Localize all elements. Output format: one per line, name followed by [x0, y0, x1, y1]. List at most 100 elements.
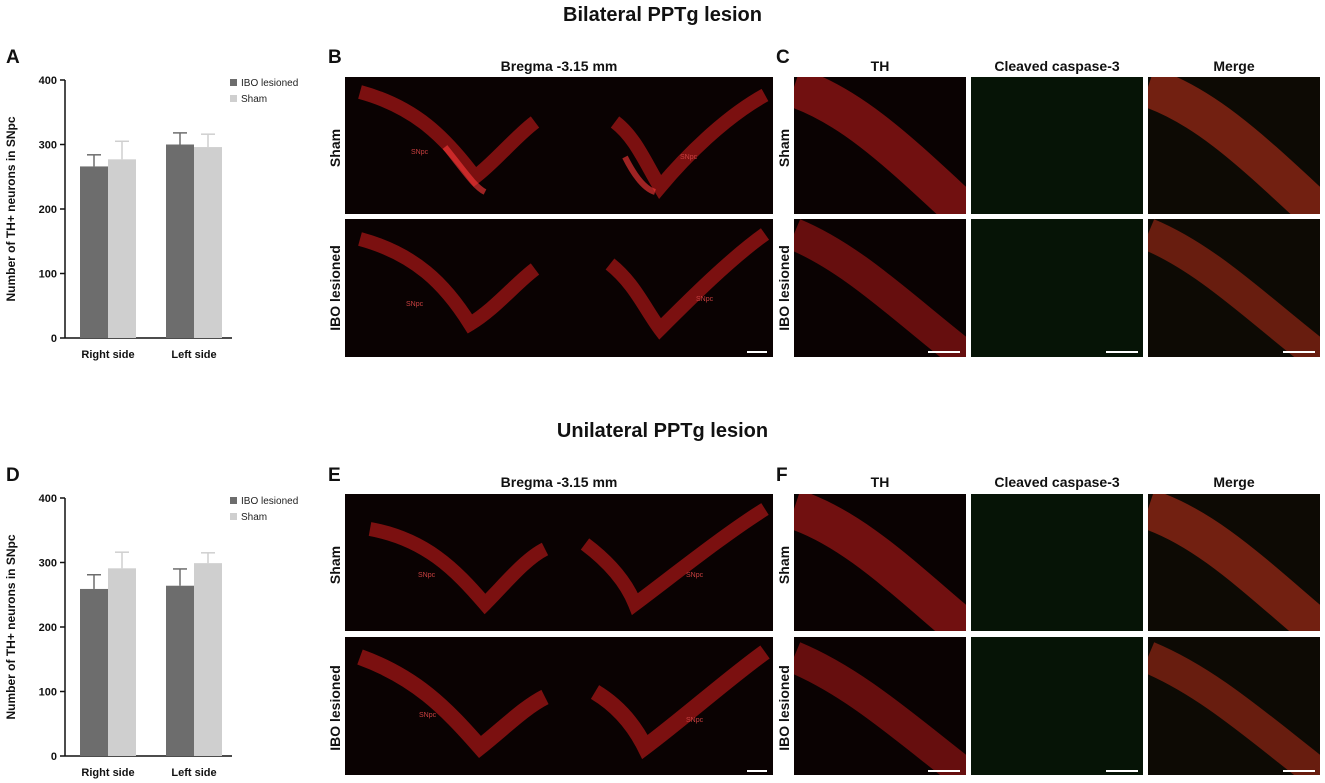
merge-staining-pattern [1148, 642, 1320, 775]
y-axis-label: Number of TH+ neurons in SNpc [4, 534, 18, 719]
micrograph-c-ibo-th [794, 219, 966, 357]
micrograph-f-ibo-merge [1148, 637, 1320, 775]
channel-header-th: TH [870, 474, 890, 490]
legend-swatch [230, 95, 237, 102]
y-tick-label: 300 [39, 140, 57, 152]
channel-header-th: TH [870, 58, 890, 74]
th-staining-pattern [794, 642, 966, 775]
y-tick-label: 0 [51, 333, 57, 345]
x-tick-label: Left side [171, 349, 216, 361]
snpc-label: SNpc [419, 712, 437, 719]
micrograph-c-ibo-merge [1148, 219, 1320, 357]
row-label-ibo: IBO lesioned [327, 665, 343, 751]
snpc-label: SNpc [686, 717, 704, 724]
bar-chart-bilateral: 0 100 200 300 400 Number of TH+ neurons in SN… [4, 75, 298, 361]
bar [80, 166, 108, 338]
merge-staining-pattern [1148, 494, 1320, 631]
th-staining-pattern [794, 219, 966, 357]
legend-label: IBO lesioned [241, 78, 298, 89]
scale-bar [747, 351, 767, 353]
scale-bar [747, 770, 767, 772]
y-tick-label: 100 [39, 687, 57, 699]
bar [166, 144, 194, 338]
y-tick-label: 300 [39, 558, 57, 570]
snpc-label: SNpc [411, 149, 429, 156]
section-title-bilateral: Bilateral PPTg lesion [563, 4, 762, 26]
panel-letter-a: A [6, 47, 20, 68]
bar [108, 159, 136, 338]
channel-header-merge: Merge [1213, 474, 1255, 490]
panel-letter-f: F [776, 465, 788, 486]
merge-staining-pattern [1148, 219, 1320, 357]
scale-bar [1106, 770, 1138, 772]
row-label-sham: Sham [776, 545, 792, 585]
th-staining-pattern [368, 503, 769, 616]
row-label-sham: Sham [776, 128, 792, 168]
bregma-label-b: Bregma -3.15 mm [500, 58, 618, 74]
bar-chart-unilateral: 0 100 200 300 400 Number of TH+ neurons in SN… [4, 493, 298, 779]
panel-letter-e: E [328, 465, 341, 486]
legend-swatch [230, 513, 237, 520]
snpc-label: SNpc [680, 154, 698, 161]
panel-letter-c: C [776, 47, 790, 68]
row-label-ibo: IBO lesioned [776, 665, 792, 751]
micrograph-f-sham-caspase [971, 494, 1143, 631]
micrograph-f-ibo-caspase [971, 637, 1143, 775]
y-tick-label: 400 [39, 75, 57, 87]
micrograph-f-sham-merge [1148, 494, 1320, 631]
snpc-label: SNpc [418, 572, 436, 579]
y-tick-label: 100 [39, 269, 57, 281]
panel-letter-b: B [328, 47, 342, 68]
micrograph-e-ibo [345, 637, 773, 775]
scale-bar [1283, 770, 1315, 772]
micrograph-e-sham [345, 494, 773, 631]
y-tick-label: 400 [39, 493, 57, 505]
th-staining-pattern [794, 77, 966, 214]
bar [108, 568, 136, 756]
micrograph-c-ibo-caspase [971, 219, 1143, 357]
y-tick-label: 200 [39, 622, 57, 634]
th-staining-pattern [358, 228, 770, 340]
row-label-ibo: IBO lesioned [327, 245, 343, 331]
bar [166, 585, 194, 756]
micrograph-c-sham-th [794, 77, 966, 214]
micrograph-f-ibo-th [794, 637, 966, 775]
bar [80, 588, 108, 756]
micrograph-b-ibo [345, 219, 773, 357]
merge-staining-pattern [1148, 77, 1320, 214]
legend-label: Sham [241, 94, 267, 105]
x-tick-label: Right side [81, 767, 134, 779]
panel-letter-d: D [6, 465, 20, 486]
micrograph-f-sham-th [794, 494, 966, 631]
micrograph-b-sham [345, 77, 773, 214]
legend-swatch [230, 497, 237, 504]
snpc-label: SNpc [406, 301, 424, 308]
scale-bar [928, 351, 960, 353]
th-staining-pattern [357, 645, 770, 760]
y-axis-label: Number of TH+ neurons in SNpc [4, 116, 18, 301]
snpc-label: SNpc [686, 572, 704, 579]
row-label-ibo: IBO lesioned [776, 245, 792, 331]
channel-header-caspase: Cleaved caspase-3 [994, 58, 1120, 74]
bar [194, 563, 222, 756]
legend-label: Sham [241, 512, 267, 523]
th-staining-pattern [358, 85, 769, 200]
x-tick-label: Left side [171, 767, 216, 779]
y-tick-label: 0 [51, 751, 57, 763]
snpc-label: SNpc [696, 296, 714, 303]
scale-bar [1283, 351, 1315, 353]
legend-label: IBO lesioned [241, 496, 298, 507]
th-staining-pattern [794, 494, 966, 631]
bregma-label-e: Bregma -3.15 mm [500, 474, 618, 490]
section-title-unilateral: Unilateral PPTg lesion [556, 420, 769, 442]
y-tick-label: 200 [39, 204, 57, 216]
row-label-sham: Sham [327, 545, 343, 585]
legend-swatch [230, 79, 237, 86]
bar [194, 147, 222, 338]
channel-header-caspase: Cleaved caspase-3 [994, 474, 1120, 490]
row-label-sham: Sham [327, 128, 343, 168]
micrograph-c-sham-caspase [971, 77, 1143, 214]
scale-bar [928, 770, 960, 772]
micrograph-c-sham-merge [1148, 77, 1320, 214]
x-tick-label: Right side [81, 349, 134, 361]
